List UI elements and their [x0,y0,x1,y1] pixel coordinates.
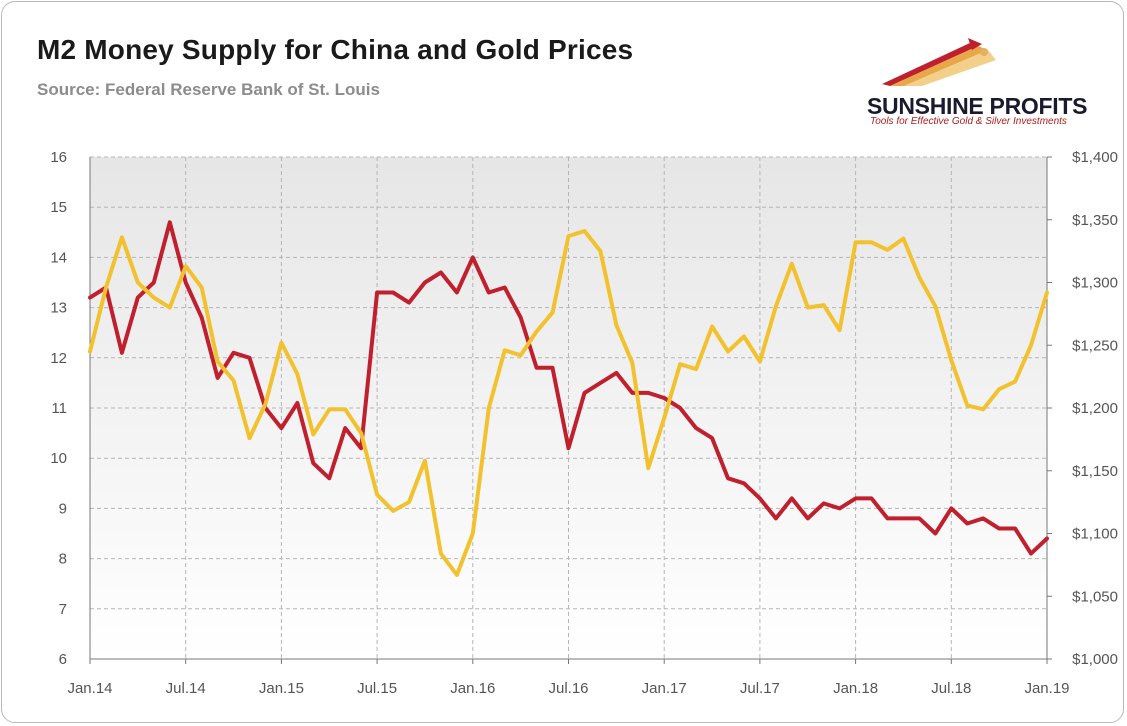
y-left-tick-label: 7 [59,601,67,618]
x-tick-label: Jan.15 [259,680,304,697]
y-left-tick-label: 8 [59,551,67,568]
y-right-tick-label: $1,400 [1072,149,1118,166]
brand-name: SUNSHINE PROFITS [867,93,1088,119]
y-left-tick-label: 9 [59,500,67,517]
m2-money-supply-line [88,220,1049,556]
tick-labels: 6 7 8 9 10 11 12 13 14 15 16 $1,000 $1,050 $1,100 $1,1… [50,149,1118,697]
y-left-tick-label: 10 [50,450,67,467]
brand-tagline: Tools for Effective Gold & Silver Invest… [870,116,1067,127]
y-right-tick-label: $1,000 [1072,651,1118,668]
x-tick-label: Jul.16 [548,680,588,697]
x-tick-label: Jul.15 [357,680,397,697]
y-left-tick-label: 12 [50,350,67,367]
axes [89,156,1052,664]
gold-price-line [88,229,1049,577]
x-tick-label: Jan.16 [450,680,495,697]
y-left-tick-label: 16 [50,149,67,166]
y-left-tick-label: 11 [51,400,67,417]
series-lines [88,220,1049,577]
sunshine-profits-logo-icon [882,38,996,86]
y-right-tick-label: $1,250 [1072,337,1118,354]
chart-title: M2 Money Supply for China and Gold Price… [37,34,634,65]
x-tick-label: Jan.14 [67,680,112,697]
x-tick-label: Jul.14 [166,680,206,697]
y-right-tick-label: $1,300 [1072,275,1118,292]
x-tick-label: Jan.17 [642,680,687,697]
y-right-tick-label: $1,150 [1072,463,1118,480]
x-tick-label: Jul.18 [931,680,971,697]
y-right-tick-label: $1,100 [1072,526,1118,543]
y-right-tick-label: $1,350 [1072,212,1118,229]
y-left-tick-label: 14 [50,249,67,266]
y-right-tick-label: $1,200 [1072,400,1118,417]
x-tick-label: Jan.19 [1024,680,1069,697]
y-left-tick-label: 13 [50,300,67,317]
x-tick-label: Jan.18 [833,680,878,697]
y-left-tick-label: 6 [59,651,67,668]
chart-source: Source: Federal Reserve Bank of St. Loui… [37,80,380,99]
x-tick-label: Jul.17 [740,680,780,697]
grid-lines [90,156,1047,659]
y-right-tick-label: $1,050 [1072,588,1118,605]
y-left-tick-label: 15 [50,199,67,216]
